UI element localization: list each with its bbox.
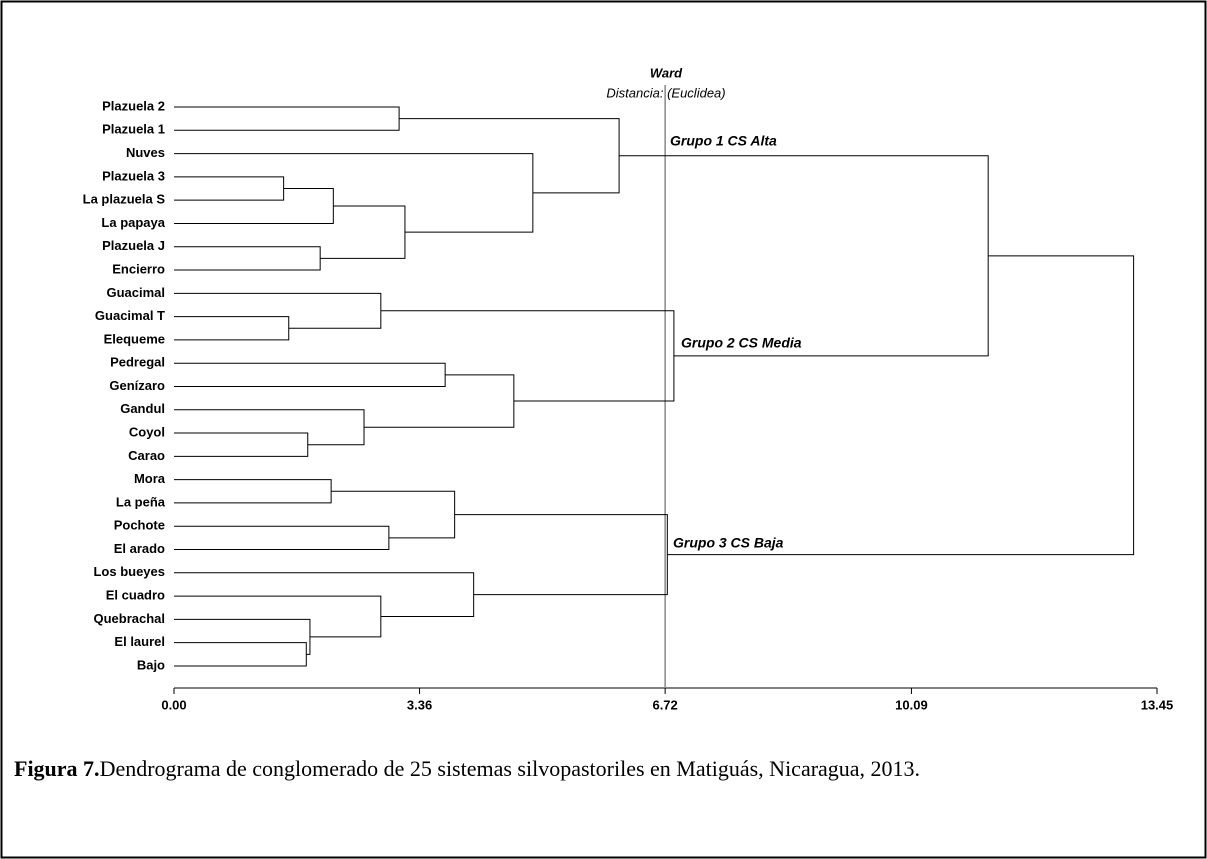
leaf-label: Nuves [126,145,165,160]
merge-link [320,205,406,259]
merge-link [331,490,456,539]
merge-link [174,525,390,551]
merge-link [174,362,446,387]
group-annotation: Grupo 2 CS Media [681,335,802,351]
caption-text: Dendrograma de conglomerado de 25 sistem… [99,756,921,781]
merge-link [399,118,620,194]
leaf-label: Encierro [112,261,165,276]
merge-link [174,572,475,617]
leaf-label: La plazuela S [83,192,166,207]
merge-link [174,618,311,655]
leaf-label: Plazuela J [102,238,165,253]
leaf-label: Guacimal T [95,308,165,323]
chart-title: Ward [650,65,683,80]
merge-link [380,310,675,402]
leaf-label: El arado [114,541,165,556]
leaf-label: Quebrachal [93,611,165,626]
merge-link [174,595,382,638]
leaf-label: El cuadro [106,588,165,603]
leaf-label: Los bueyes [93,564,165,579]
x-tick-label: 6.72 [652,697,677,712]
merge-link [174,316,290,341]
leaf-label: La papaya [101,215,165,230]
merge-link [174,432,309,457]
leaf-label: Plazuela 3 [102,168,165,183]
leaf-label: Coyol [129,424,165,439]
merge-link [619,155,989,357]
leaf-label: Mora [134,471,166,486]
leaf-label: Bajo [137,657,165,672]
merge-link [174,153,534,233]
chart-subtitle: Distancia: (Euclidea) [606,85,725,100]
merge-link [174,176,285,201]
x-tick-label: 3.36 [407,697,432,712]
merge-link [364,374,515,428]
leaf-label: Pochote [114,518,165,533]
leaf-label: El laurel [114,634,165,649]
merge-link [174,409,365,446]
leaf-label: Genízaro [109,378,165,393]
leaf-label: Gandul [120,401,165,416]
caption: Figura 7.Dendrograma de conglomerado de … [14,752,1194,785]
group-annotation: Grupo 3 CS Baja [673,535,784,551]
merge-link [174,479,332,504]
merge-link [174,642,307,667]
leaf-label: Plazuela 1 [102,122,165,137]
leaf-label: Elequeme [104,331,165,346]
x-tick-label: 0.00 [161,697,186,712]
merge-link [174,292,382,329]
leaf-label: La peña [116,494,166,509]
group-annotation: Grupo 1 CS Alta [670,133,777,149]
leaf-label: Pedregal [110,355,165,370]
x-tick-label: 13.45 [1141,697,1174,712]
merge-link [454,514,668,596]
leaf-label: Plazuela 2 [102,98,165,113]
leaf-label: Guacimal [106,285,165,300]
caption-label: Figura 7. [14,756,100,781]
merge-link [667,255,1135,556]
merge-link [174,246,321,271]
merge-link [174,188,334,224]
x-tick-label: 10.09 [895,697,928,712]
leaf-label: Carao [128,448,165,463]
merge-link [174,106,400,131]
